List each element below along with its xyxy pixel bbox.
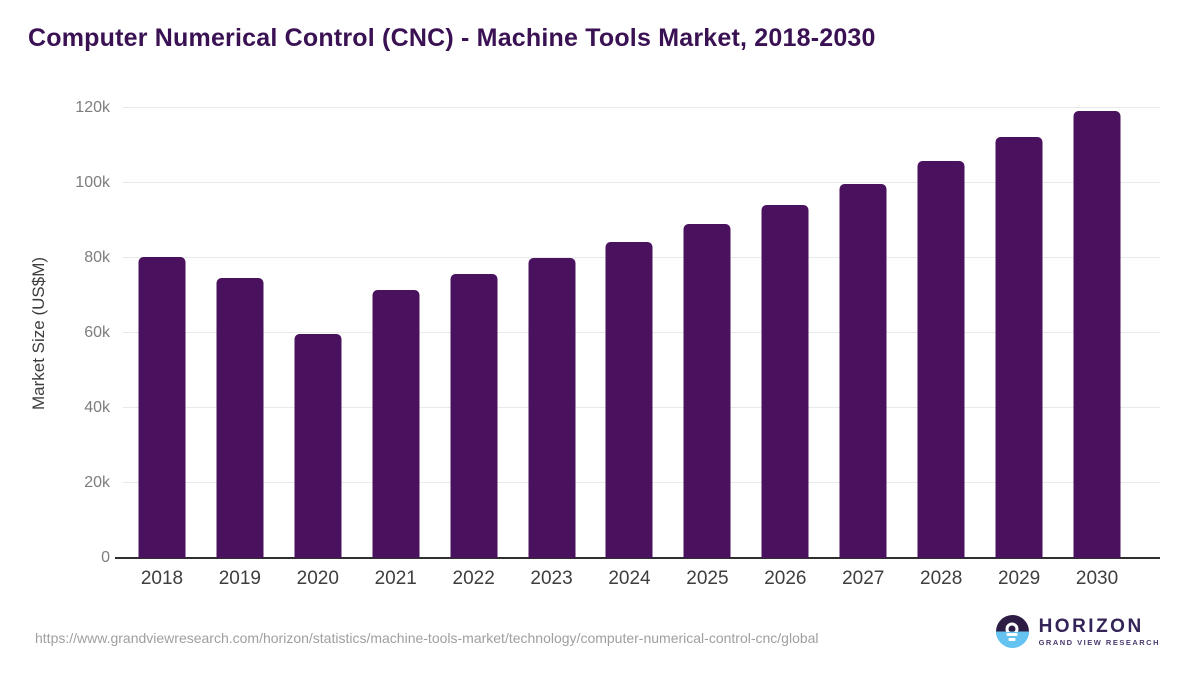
x-axis-label-2026: 2026 <box>764 568 807 589</box>
logo-text: HORIZON GRAND VIEW RESEARCH <box>1038 615 1160 647</box>
bar-cell-2030: 2030 <box>1058 108 1136 589</box>
x-axis-label-2025: 2025 <box>686 568 729 589</box>
x-axis-label-2018: 2018 <box>140 568 184 589</box>
y-axis-tick-label: 60k <box>84 324 110 341</box>
bar-cell-2019: 2019 <box>201 108 279 589</box>
bar-2022 <box>450 274 498 558</box>
bar-cell-2022: 2022 <box>435 108 513 589</box>
bar-cell-2029: 2029 <box>980 108 1058 589</box>
gridline <box>123 182 1160 183</box>
bar-cell-2021: 2021 <box>357 108 435 589</box>
bar-2024 <box>605 241 653 558</box>
x-axis-label-2030: 2030 <box>1075 568 1119 589</box>
bar-2027 <box>839 184 887 558</box>
x-axis-line <box>115 557 1160 559</box>
sun-reflection-shape <box>1006 633 1018 636</box>
bar-cell-2024: 2024 <box>591 108 669 589</box>
plot-area: 2018 2019 2020 2021 2022 2023 2024 2025 2026 2027… <box>115 107 1160 589</box>
bar-cell-2026: 2026 <box>746 108 824 589</box>
x-axis-label-2024: 2024 <box>608 568 651 589</box>
bar-2025 <box>683 223 731 558</box>
x-axis-label-2028: 2028 <box>920 568 963 589</box>
bar-2019 <box>216 277 264 558</box>
gridline <box>123 107 1160 108</box>
sun-reflection-shape <box>1008 638 1016 641</box>
bar-cell-2028: 2028 <box>902 108 980 589</box>
chart-title: Computer Numerical Control (CNC) - Machi… <box>28 24 876 52</box>
bar-cell-2020: 2020 <box>279 108 357 589</box>
logo-wordmark: HORIZON <box>1038 615 1144 637</box>
x-axis-label-2021: 2021 <box>374 568 417 589</box>
y-axis-tick-label: 80k <box>84 249 110 266</box>
logo-subtitle: GRAND VIEW RESEARCH <box>1038 637 1160 647</box>
y-axis-tick-label: 0 <box>101 549 110 566</box>
bar-2029 <box>995 136 1043 558</box>
x-axis-label-2027: 2027 <box>842 568 885 589</box>
bar-2021 <box>372 289 420 558</box>
y-axis-tick-labels: 0 20k 40k 60k 80k 100k 120k <box>0 99 110 566</box>
bar-2020 <box>294 333 342 558</box>
x-axis-label-2019: 2019 <box>218 568 262 589</box>
horizon-logo: HORIZON GRAND VIEW RESEARCH <box>995 615 1160 648</box>
y-axis-tick-label: 20k <box>84 474 110 491</box>
bar-cell-2025: 2025 <box>668 108 746 589</box>
bar-2030 <box>1073 111 1121 558</box>
y-axis-tick-label: 40k <box>84 399 110 416</box>
bar-cell-2027: 2027 <box>824 108 902 589</box>
y-axis-tick-label: 120k <box>75 99 110 116</box>
source-url: https://www.grandviewresearch.com/horizo… <box>35 630 819 646</box>
bar-2026 <box>761 205 809 558</box>
x-axis-label-2020: 2020 <box>296 568 339 589</box>
bar-cell-2018: 2018 <box>123 108 201 589</box>
y-axis-tick-label: 100k <box>75 174 110 191</box>
bar-2023 <box>528 258 576 558</box>
x-axis-label-2023: 2023 <box>530 568 573 589</box>
bar-cell-2023: 2023 <box>513 108 591 589</box>
x-axis-label-2029: 2029 <box>997 568 1041 589</box>
x-axis-label-2022: 2022 <box>452 568 495 589</box>
bars-container: 2018 2019 2020 2021 2022 2023 2024 2025 2026 2027… <box>123 108 1160 589</box>
horizon-sun-icon <box>995 615 1029 648</box>
bar-2018 <box>138 257 186 558</box>
bar-2028 <box>917 160 965 558</box>
